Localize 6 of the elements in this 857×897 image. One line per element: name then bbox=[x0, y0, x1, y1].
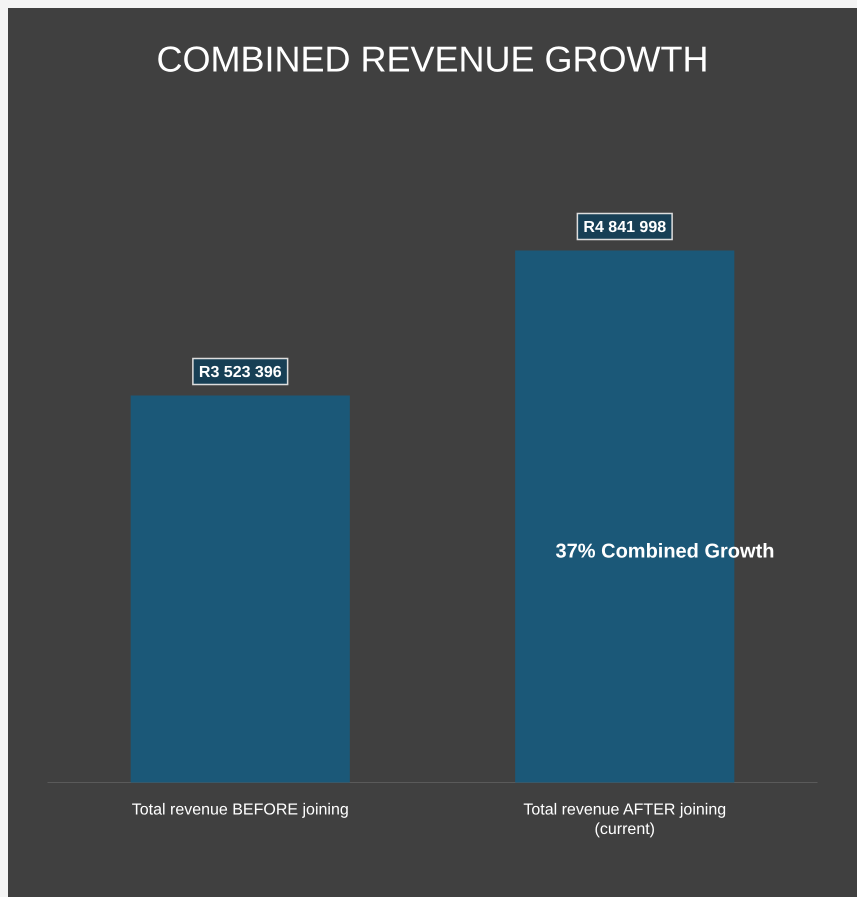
annotation: 37% Combined Growth bbox=[556, 540, 774, 562]
chart-title: COMBINED REVENUE GROWTH bbox=[156, 38, 709, 80]
data-label: R3 523 396 bbox=[198, 364, 282, 381]
x-tick-label: Total revenue BEFORE joining bbox=[132, 802, 349, 819]
x-tick-label: Total revenue AFTER joining (current) bbox=[523, 802, 726, 838]
data-label: R4 841 998 bbox=[583, 218, 666, 236]
